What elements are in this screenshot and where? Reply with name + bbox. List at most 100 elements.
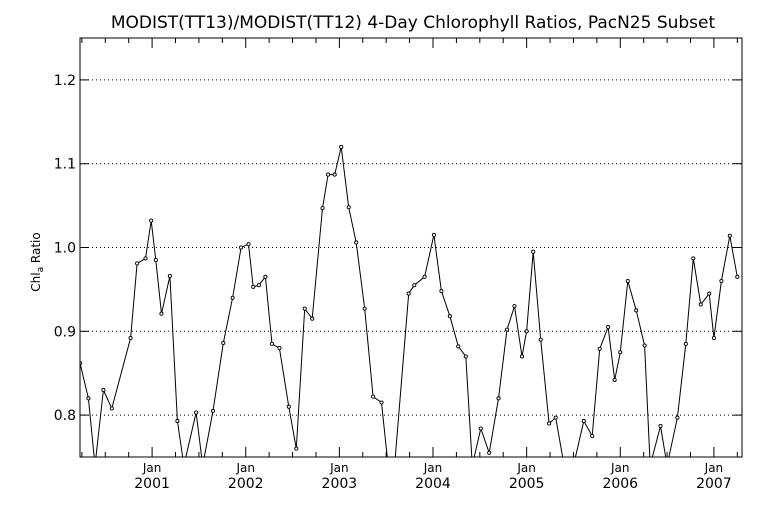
data-point (210, 408, 216, 413)
data-point (719, 278, 724, 284)
y-tick-label: 0.9 (54, 324, 76, 340)
data-point (135, 261, 140, 266)
data-point (326, 172, 331, 177)
data-point (101, 387, 106, 393)
data-point (597, 346, 602, 351)
data-point (143, 256, 148, 261)
data-point (504, 327, 510, 332)
data-point (581, 418, 586, 424)
data-point (642, 343, 647, 348)
data-point (153, 258, 158, 263)
x-tick-year-label: 2003 (322, 476, 358, 492)
data-point (86, 396, 91, 401)
data-point (519, 354, 525, 359)
y-axis-label-subscript: a (36, 267, 46, 273)
data-point (194, 410, 199, 415)
data-point (572, 464, 575, 467)
data-point (175, 418, 180, 424)
x-tick-year-label: 2005 (509, 476, 545, 492)
data-point (727, 233, 732, 238)
data-point (649, 464, 652, 467)
y-tick-label: 1.2 (54, 73, 76, 89)
data-point (735, 274, 740, 279)
data-point (634, 308, 639, 313)
data-point (547, 421, 552, 426)
series-line (80, 146, 738, 457)
data-point (386, 464, 389, 467)
x-tick-month-label: Jan (516, 461, 536, 475)
grid-lines (80, 79, 742, 416)
x-tick-month-label: Jan (142, 461, 162, 475)
data-point (339, 144, 344, 149)
data-point (618, 350, 623, 355)
data-point (590, 433, 595, 439)
y-axis-label: Chla Ratio (29, 232, 46, 291)
data-point (294, 446, 299, 451)
x-tick-year-label: 2001 (134, 476, 170, 492)
data-point (625, 278, 630, 284)
data-point (379, 400, 384, 405)
data-point (230, 295, 235, 300)
data-point (128, 335, 133, 341)
data-point (109, 406, 114, 411)
data-point (182, 464, 185, 467)
data-point (675, 415, 680, 420)
data-point (658, 423, 663, 429)
data-point (269, 341, 275, 346)
data-point (683, 341, 688, 346)
data-point (422, 274, 427, 279)
y-tick-label: 1.1 (54, 157, 76, 173)
data-point (711, 335, 716, 341)
data-point (159, 311, 164, 316)
axis-ticks (80, 38, 742, 457)
data-point (439, 289, 444, 294)
data-point (201, 464, 204, 467)
data-point (665, 464, 668, 467)
data-point (471, 464, 474, 467)
data-point (320, 206, 325, 211)
data-point (286, 404, 291, 409)
data-point (346, 205, 351, 210)
data-point (524, 329, 529, 334)
x-tick-year-label: 2006 (602, 476, 638, 492)
data-point (406, 291, 411, 296)
data-point (362, 306, 367, 311)
data-point (371, 394, 376, 399)
plot-frame (79, 37, 743, 458)
data-point (538, 337, 543, 342)
x-tick-month-label: Jan (235, 461, 255, 475)
data-point (612, 377, 617, 382)
y-tick-label: 1.0 (54, 241, 76, 257)
x-tick-month-label: Jan (423, 461, 443, 475)
data-point (239, 245, 244, 250)
data-point (263, 274, 268, 279)
y-tick-label: 0.8 (54, 408, 76, 424)
data-point (487, 450, 492, 455)
data-point (354, 240, 359, 245)
data-point (463, 354, 468, 359)
data-point (478, 426, 483, 431)
data-point (277, 346, 282, 351)
data-point (93, 464, 96, 467)
data-point (167, 273, 172, 279)
x-tick-month-label: Jan (610, 461, 630, 475)
x-tick-year-label: 2002 (228, 476, 264, 492)
data-point (531, 249, 536, 254)
data-point (456, 344, 461, 349)
data-point (332, 172, 337, 177)
data-point (310, 316, 315, 321)
data-point (512, 304, 517, 309)
data-point (691, 256, 696, 261)
data-point (302, 306, 307, 311)
data-point (707, 291, 712, 296)
data-point (412, 283, 417, 288)
data-point (431, 232, 436, 237)
data-point (246, 242, 251, 247)
y-axis-label-suffix: Ratio (29, 232, 43, 267)
series-layer (80, 144, 740, 467)
data-point (447, 314, 452, 319)
data-point (562, 464, 565, 467)
x-tick-month-label: Jan (329, 461, 349, 475)
chart-title: MODIST(TT13)/MODIST(TT12) 4-Day Chloroph… (111, 13, 716, 33)
